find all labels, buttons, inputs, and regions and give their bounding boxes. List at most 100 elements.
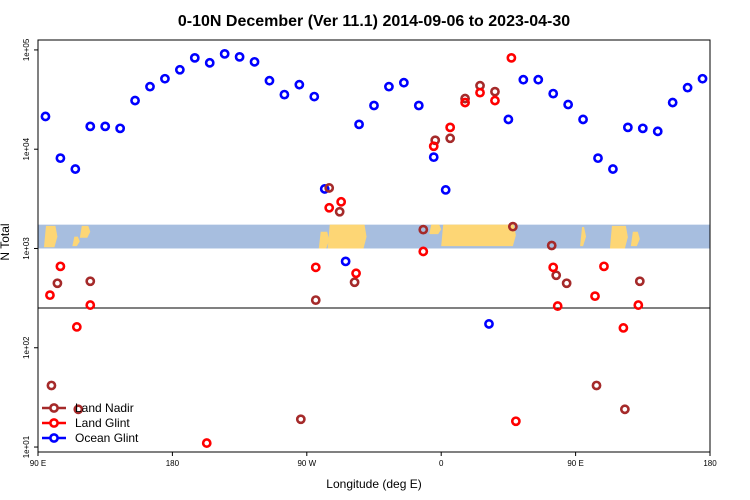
ocean-glint-point [145, 81, 155, 92]
land-glint-point [55, 261, 66, 272]
land-nadir-point [334, 206, 345, 217]
x-tick-label: 90 E [30, 459, 46, 468]
ocean-glint-point [440, 185, 451, 195]
ocean-glint-point [354, 119, 364, 130]
land-nadir-point [46, 380, 57, 391]
ocean-glint-point [340, 256, 351, 267]
land-nadir-point [310, 295, 321, 306]
ocean-glint-point [234, 51, 245, 62]
land-nadir-point [546, 240, 557, 251]
ocean-glint-point [413, 100, 424, 111]
ocean-glint-point [319, 184, 330, 194]
ocean-glint-point [484, 319, 494, 329]
ocean-glint-point [174, 64, 185, 75]
ocean-glint-point [578, 114, 588, 125]
legend-label: Land Glint [75, 416, 130, 430]
chart-title: 0-10N December (Ver 11.1) 2014-09-06 to … [178, 13, 570, 30]
land-glint-point [71, 322, 82, 332]
land-nadir-point [551, 270, 562, 281]
world-map-band [38, 224, 710, 249]
land-glint-point [475, 87, 485, 98]
ocean-glint-point [608, 164, 618, 174]
map-land-8 [609, 225, 628, 249]
x-tick-label: 0 [439, 459, 444, 468]
land-glint-point [510, 416, 521, 427]
land-nadir-point [52, 278, 63, 289]
ocean-glint-point [622, 122, 633, 133]
land-glint-point [618, 323, 629, 333]
land-glint-point [599, 261, 609, 272]
land-nadir-point [85, 276, 96, 287]
ocean-glint-point [160, 73, 170, 84]
y-axis: 1e+01 1e+02 1e+03 1e+04 1e+05 [22, 38, 38, 458]
x-tick-label: 90 E [567, 459, 583, 468]
land-glint-point [85, 300, 96, 310]
y-tick-label: 1e+02 [22, 336, 31, 359]
map-land-1 [79, 225, 91, 238]
x-axis-label: Longitude (deg E) [326, 477, 421, 491]
land-nadir-point [561, 278, 572, 289]
map-land-4 [327, 224, 367, 249]
map-land-0 [43, 225, 58, 248]
legend-label: Land Nadir [75, 401, 134, 415]
ocean-glint-point [503, 114, 514, 125]
x-tick-label: 180 [166, 459, 180, 468]
legend-marker [49, 433, 59, 443]
ocean-glint-point [593, 153, 603, 164]
y-axis-label: N Total [0, 223, 12, 260]
y-tick-label: 1e+03 [22, 237, 31, 260]
ocean-glint-point [130, 95, 140, 106]
ocean-glint-point [249, 56, 260, 67]
ocean-glint-point [100, 121, 111, 132]
x-axis: 90 E 180 90 W 0 90 E 180 [30, 452, 717, 468]
ocean-glint-point [518, 74, 529, 85]
land-glint-point [590, 291, 600, 302]
ocean-glint-point [70, 164, 81, 174]
land-glint-point [445, 122, 456, 133]
map-land-7 [580, 227, 587, 247]
land-glint-point [633, 300, 644, 310]
legend-marker [49, 403, 59, 413]
y-tick-label: 1e+01 [22, 435, 31, 458]
ocean-glint-point [40, 111, 51, 122]
x-tick-label: 180 [703, 459, 717, 468]
land-nadir-point [507, 221, 518, 232]
ocean-glint-point [85, 121, 96, 132]
legend-label: Ocean Glint [75, 431, 139, 445]
map-land-9 [630, 231, 640, 247]
land-glint-point [506, 52, 517, 63]
land-glint-point [552, 301, 563, 311]
ocean-glint-point [189, 52, 200, 63]
map-land-6 [441, 224, 516, 247]
ocean-glint-point [115, 123, 126, 134]
land-nadir-point [295, 414, 306, 425]
land-glint-point [428, 141, 439, 152]
ocean-glint-point [637, 123, 648, 134]
ocean-glint-point [398, 77, 409, 88]
map-land-3 [318, 231, 330, 249]
ocean-glint-point [264, 75, 275, 86]
ocean-glint-point [548, 88, 559, 99]
land-nadir-point [591, 380, 602, 391]
ocean-glint-point [667, 97, 678, 108]
land-nadir-point [460, 93, 470, 104]
land-glint-point [548, 262, 559, 273]
y-tick-label: 1e+05 [22, 38, 31, 61]
data-points [40, 48, 708, 448]
legend-marker [49, 418, 59, 428]
map-land-5 [429, 224, 442, 235]
land-glint-point [45, 290, 55, 301]
ocean-glint-point [652, 126, 663, 137]
plot-frame [37, 39, 711, 453]
land-glint-point [310, 262, 321, 273]
land-nadir-point [418, 224, 429, 235]
y-tick-label: 1e+04 [22, 137, 31, 160]
ocean-glint-point [279, 89, 290, 100]
land-glint-point [201, 438, 212, 448]
ocean-glint-point [533, 74, 544, 85]
land-glint-point [460, 97, 470, 108]
ocean-glint-point [55, 153, 66, 164]
land-glint-point [490, 95, 500, 106]
land-nadir-point [619, 404, 630, 415]
ocean-glint-point [219, 48, 230, 59]
